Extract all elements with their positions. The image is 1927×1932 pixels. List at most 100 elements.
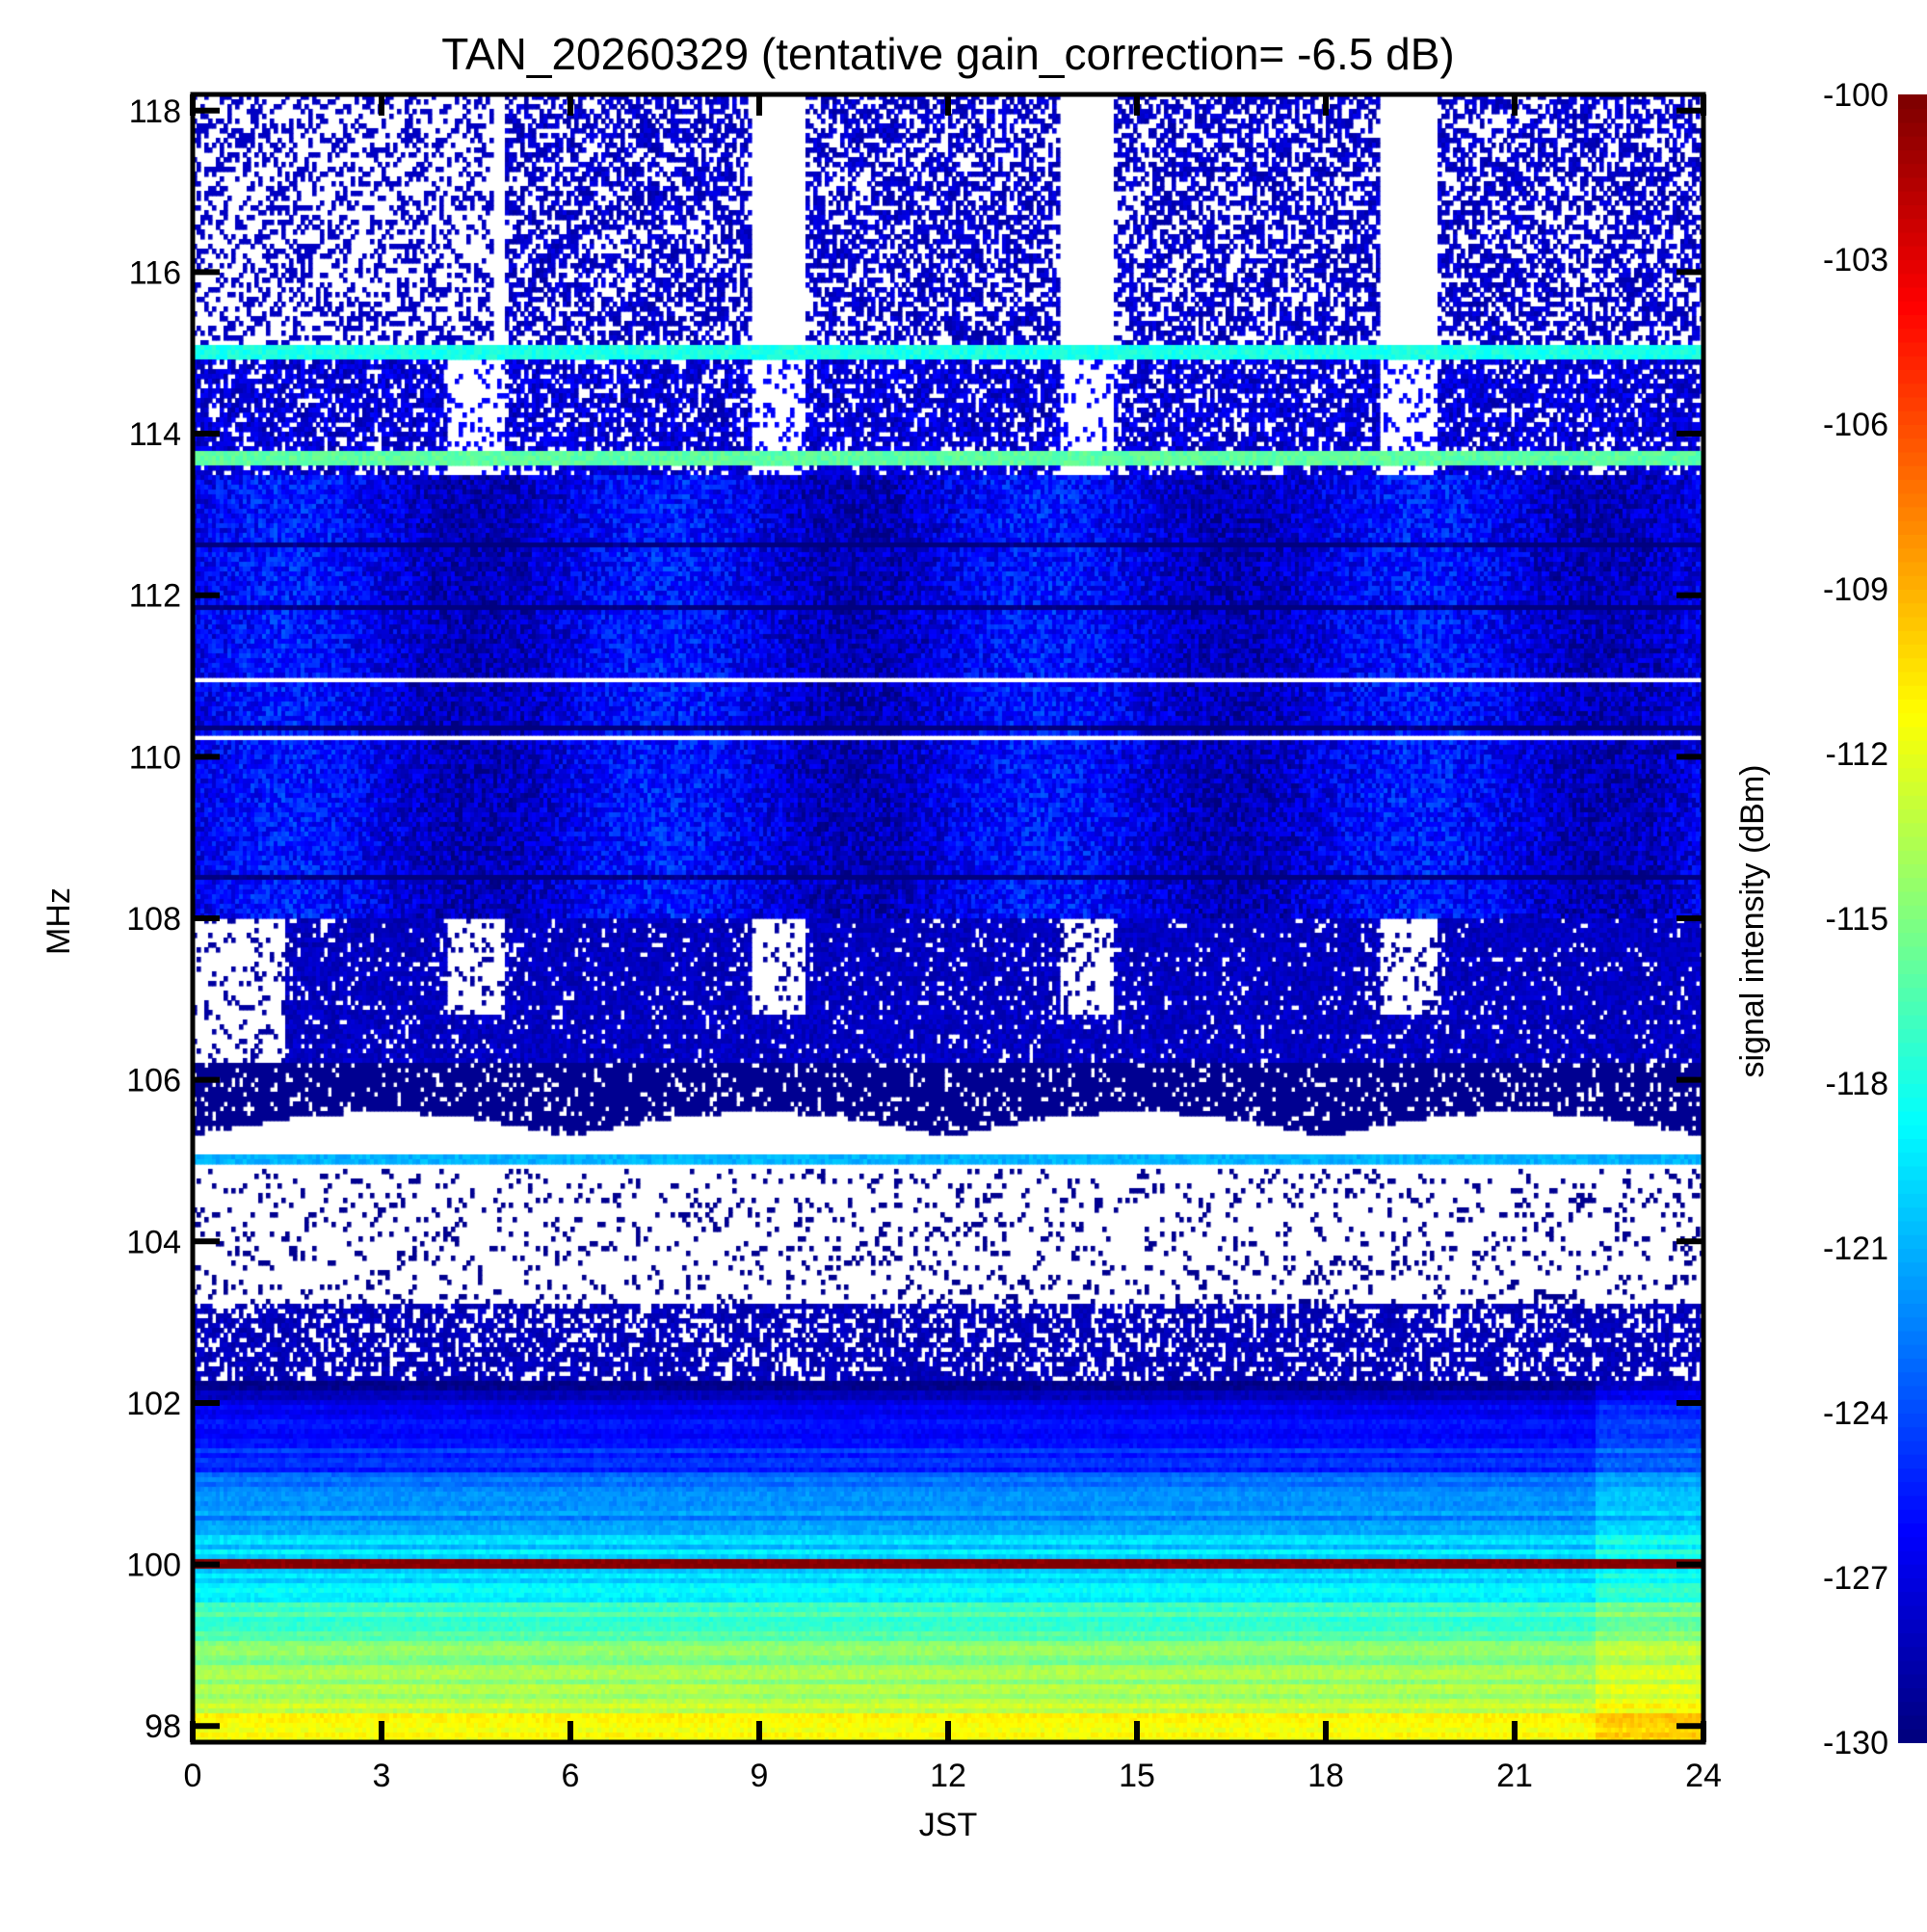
colorbar-segment	[1898, 204, 1927, 220]
colorbar-segment	[1898, 932, 1927, 947]
colorbar-segment	[1898, 1303, 1927, 1318]
colorbar-segment	[1898, 1453, 1927, 1469]
colorbar-segment	[1898, 1069, 1927, 1084]
y-tick-label: 118	[129, 93, 181, 130]
y-tick-label: 108	[126, 901, 181, 938]
colorbar-segment	[1898, 1261, 1927, 1277]
colorbar-segment	[1898, 259, 1927, 275]
y-tick-label: 110	[129, 739, 181, 776]
colorbar-segment	[1898, 176, 1927, 192]
colorbar-segment	[1898, 1248, 1927, 1263]
colorbar-segment	[1898, 561, 1927, 576]
colorbar-tick-label: -106	[1823, 407, 1888, 443]
colorbar-segment	[1898, 1124, 1927, 1139]
colorbar-segment	[1898, 1508, 1927, 1523]
colorbar-segment	[1898, 1398, 1927, 1414]
colorbar-segment	[1898, 479, 1927, 494]
colorbar-segment	[1898, 794, 1927, 809]
colorbar-segment	[1898, 589, 1927, 604]
colorbar-tick-label: -112	[1825, 736, 1888, 773]
colorbar-segment	[1898, 1549, 1927, 1565]
colorbar-segment	[1898, 712, 1927, 728]
colorbar-segment	[1898, 1468, 1927, 1483]
colorbar-segment	[1898, 1151, 1927, 1167]
y-tick-label: 114	[129, 416, 181, 453]
colorbar-segment	[1898, 1687, 1927, 1703]
x-tick-label: 0	[184, 1758, 202, 1794]
colorbar-tick-label: -103	[1823, 242, 1888, 278]
colorbar-segment	[1898, 904, 1927, 919]
colorbar-segment	[1898, 451, 1927, 466]
x-tick-label: 6	[562, 1758, 580, 1794]
colorbar-segment	[1898, 574, 1927, 590]
colorbar-segment	[1898, 396, 1927, 411]
colorbar-segment	[1898, 644, 1927, 659]
colorbar-segment	[1898, 1385, 1927, 1400]
colorbar-segment	[1898, 314, 1927, 330]
colorbar-segment	[1898, 1288, 1927, 1304]
colorbar-segment	[1898, 245, 1927, 260]
colorbar-segment	[1898, 987, 1927, 1002]
colorbar-tick-label: -118	[1825, 1066, 1888, 1102]
colorbar-tick-label: -109	[1823, 571, 1888, 608]
colorbar-segment	[1898, 1673, 1927, 1688]
colorbar-segment	[1898, 1206, 1927, 1222]
colorbar-segment	[1898, 341, 1927, 357]
colorbar-segment	[1898, 1014, 1927, 1029]
colorbar-segment	[1898, 835, 1927, 851]
x-tick-label: 18	[1307, 1758, 1344, 1794]
colorbar-segment	[1898, 149, 1927, 165]
colorbar-segment	[1898, 1233, 1927, 1249]
chart-title: TAN_20260329 (tentative gain_correction=…	[441, 29, 1454, 79]
colorbar-segment	[1898, 781, 1927, 796]
colorbar-segment	[1898, 273, 1927, 288]
colorbar-segment	[1898, 121, 1927, 137]
colorbar-segment	[1898, 1316, 1927, 1332]
colorbar-segment	[1898, 973, 1927, 989]
colorbar-segment	[1898, 1110, 1927, 1125]
colorbar-segment	[1898, 1563, 1927, 1578]
colorbar-segment	[1898, 671, 1927, 686]
colorbar-segment	[1898, 1028, 1927, 1044]
colorbar-segment	[1898, 424, 1927, 439]
colorbar-tick-label: -121	[1823, 1231, 1888, 1267]
colorbar-segment	[1898, 135, 1927, 150]
colorbar-segment	[1898, 286, 1927, 302]
x-tick-label: 12	[930, 1758, 966, 1794]
colorbar-segment	[1898, 1193, 1927, 1208]
colorbar-segment	[1898, 383, 1927, 398]
colorbar-segment	[1898, 1701, 1927, 1716]
colorbar-segment	[1898, 519, 1927, 535]
colorbar-segment	[1898, 1413, 1927, 1428]
colorbar: -100 -103 -106 -109 -112 -115 -118 -121 -124 -127…	[1823, 77, 1927, 1761]
colorbar-segment	[1898, 218, 1927, 233]
colorbar-label: signal intensity (dBm)	[1734, 764, 1771, 1077]
colorbar-segment	[1898, 863, 1927, 879]
colorbar-segment	[1898, 739, 1927, 754]
colorbar-segment	[1898, 1618, 1927, 1633]
colorbar-segment	[1898, 231, 1927, 247]
colorbar-segment	[1898, 163, 1927, 178]
colorbar-segment	[1898, 1646, 1927, 1661]
colorbar-segment	[1898, 355, 1927, 370]
colorbar-segment	[1898, 1165, 1927, 1180]
colorbar-segment	[1898, 190, 1927, 205]
colorbar-segment	[1898, 602, 1927, 618]
colorbar-segment	[1898, 1343, 1927, 1359]
colorbar-segment	[1898, 1481, 1927, 1496]
x-tick-label: 21	[1496, 1758, 1533, 1794]
colorbar-segment	[1898, 1495, 1927, 1510]
colorbar-segment	[1898, 849, 1927, 864]
x-tick-label: 24	[1685, 1758, 1722, 1794]
colorbar-segment	[1898, 1000, 1927, 1016]
colorbar-segment	[1898, 410, 1927, 425]
colorbar-segment	[1898, 1371, 1927, 1387]
colorbar-segment	[1898, 1714, 1927, 1730]
colorbar-segment	[1898, 1178, 1927, 1194]
colorbar-segment	[1898, 534, 1927, 549]
colorbar-segment	[1898, 918, 1927, 934]
colorbar-tick-label: -127	[1823, 1560, 1888, 1597]
colorbar-segment	[1898, 108, 1927, 123]
colorbar-segment	[1898, 1440, 1927, 1455]
